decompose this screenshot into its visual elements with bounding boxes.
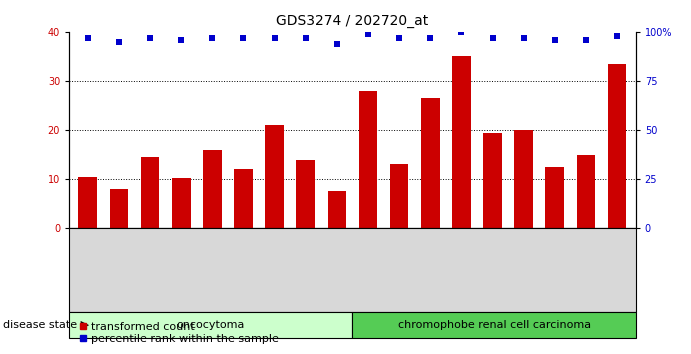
Bar (203, 150, 222, 228)
Bar (545, 167, 564, 228)
Bar (483, 132, 502, 228)
Bar (141, 157, 160, 228)
Title: GDS3274 / 202720_at: GDS3274 / 202720_at (276, 14, 428, 28)
Point (394, 35, 405, 41)
Bar (234, 170, 253, 228)
Point (580, 37, 591, 42)
Point (207, 35, 218, 41)
Bar (607, 64, 626, 228)
Bar (110, 189, 129, 228)
Point (113, 39, 124, 45)
Point (269, 35, 280, 41)
Bar (390, 165, 408, 228)
Bar (359, 91, 377, 228)
Point (549, 37, 560, 42)
Point (456, 29, 467, 35)
Point (425, 35, 436, 41)
Bar (576, 155, 595, 228)
Point (300, 35, 311, 41)
Point (144, 35, 155, 41)
Legend: transformed count, percentile rank within the sample: transformed count, percentile rank withi… (75, 317, 283, 348)
Point (238, 35, 249, 41)
Bar (296, 160, 315, 228)
Point (82, 35, 93, 41)
Bar (421, 98, 439, 228)
Point (487, 35, 498, 41)
Point (518, 35, 529, 41)
Bar (328, 192, 346, 228)
Text: oncocytoma: oncocytoma (177, 320, 245, 330)
Bar (514, 130, 533, 228)
Text: disease state ▶: disease state ▶ (3, 320, 90, 330)
Bar (265, 125, 284, 228)
Text: chromophobe renal cell carcinoma: chromophobe renal cell carcinoma (397, 320, 591, 330)
Bar (452, 56, 471, 228)
Point (363, 31, 374, 37)
Point (176, 37, 187, 42)
Bar (172, 178, 191, 228)
Point (612, 33, 623, 39)
Bar (79, 177, 97, 228)
Point (331, 41, 342, 46)
